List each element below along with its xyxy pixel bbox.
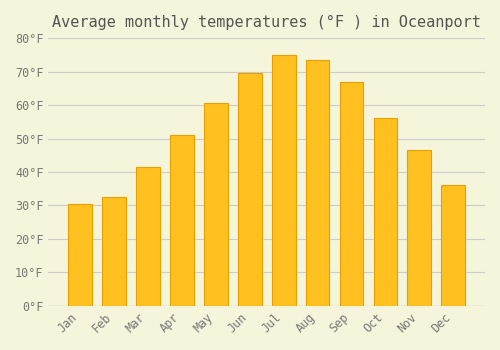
Bar (136, 167, 160, 306)
Bar (102, 197, 126, 306)
Bar (306, 60, 330, 306)
Title: Average monthly temperatures (°F ) in Oceanport: Average monthly temperatures (°F ) in Oc… (52, 15, 481, 30)
Bar (272, 55, 295, 306)
Bar (408, 150, 431, 306)
Bar (374, 118, 398, 306)
Bar (340, 82, 363, 306)
Bar (204, 103, 228, 306)
Bar (238, 73, 262, 306)
Bar (170, 135, 194, 306)
Bar (68, 204, 92, 306)
Bar (442, 186, 465, 306)
